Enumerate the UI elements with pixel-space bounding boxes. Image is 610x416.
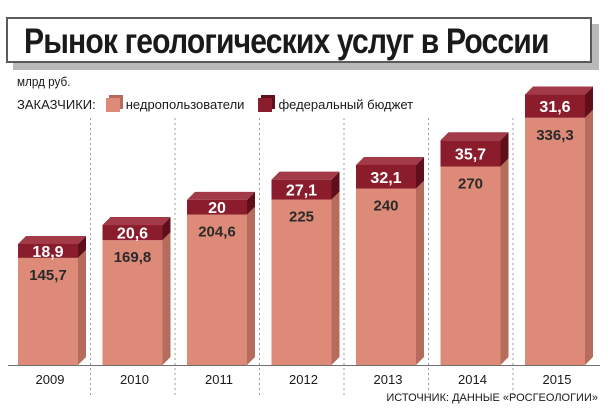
data-label-budget: 31,6 — [539, 99, 570, 116]
chart-title: Рынок геологических услуг в России — [24, 22, 549, 61]
title-bar: Рынок геологических услуг в России — [6, 17, 599, 70]
bar-users-side — [500, 158, 509, 365]
bar-users-side — [585, 109, 593, 366]
bar-users — [102, 240, 163, 365]
bar-budget-side — [247, 191, 255, 215]
x-tick-label: 2010 — [120, 372, 149, 387]
data-label-budget: 18,9 — [32, 244, 63, 261]
bar-budget-side — [78, 235, 86, 258]
data-label-budget: 35,7 — [455, 146, 486, 163]
x-tick-label: 2009 — [36, 372, 65, 387]
bar-budget — [440, 140, 501, 167]
legend-swatch-users — [105, 97, 120, 112]
bar-budget — [271, 179, 332, 200]
x-tick-label: 2013 — [374, 372, 403, 387]
bar-budget — [525, 94, 585, 118]
bar-users — [187, 214, 247, 365]
data-label-users: 240 — [373, 198, 398, 215]
bar-budget — [18, 243, 78, 258]
bar-budget-side — [162, 217, 171, 241]
legend-title: ЗАКАЗЧИКИ: — [17, 97, 96, 112]
data-label-users: 225 — [289, 209, 314, 226]
bar-budget-top — [440, 132, 509, 141]
data-label-budget: 20 — [208, 200, 226, 217]
bar-budget-top — [356, 156, 424, 165]
bar-users-side — [78, 249, 86, 365]
data-label-users: 145,7 — [29, 267, 67, 284]
data-label-users: 169,8 — [114, 249, 152, 266]
legend-item-users: недропользователи — [125, 97, 245, 112]
bar-users-side — [416, 180, 424, 365]
bar-budget-side — [416, 156, 424, 189]
bar-users — [271, 199, 332, 365]
x-tick-label: 2015 — [543, 372, 572, 387]
unit-label: млрд руб. — [17, 74, 71, 89]
source-note: ИСТОЧНИК: ДАННЫЕ «РОСГЕОЛОГИИ» — [386, 392, 598, 404]
bar-budget — [102, 225, 163, 241]
bar-budget-side — [585, 86, 593, 118]
bar-budget-top — [187, 191, 255, 200]
bar-users — [18, 257, 78, 365]
bar-users — [525, 117, 585, 366]
data-label-budget: 20,6 — [117, 226, 148, 243]
x-tick-label: 2012 — [289, 372, 318, 387]
bar-budget-top — [18, 235, 86, 244]
title-box: Рынок геологических услуг в России — [6, 17, 592, 63]
bar-users — [440, 166, 501, 365]
bar-users-side — [331, 191, 340, 365]
x-tick-label: 2014 — [458, 372, 487, 387]
data-label-budget: 32,1 — [370, 170, 401, 187]
data-label-budget: 27,1 — [286, 183, 317, 200]
bar-budget-side — [331, 171, 340, 200]
bar-budget — [356, 164, 416, 189]
bar-budget — [187, 199, 247, 215]
legend-swatch-budget — [258, 97, 273, 112]
bar-users-side — [162, 232, 171, 365]
data-label-users: 336,3 — [536, 127, 574, 144]
bar-budget-top — [271, 171, 340, 180]
x-tick-label: 2011 — [205, 372, 233, 387]
bar-users-side — [247, 206, 255, 365]
legend-item-budget: федеральный бюджет — [278, 97, 414, 112]
data-label-users: 204,6 — [198, 224, 236, 241]
bar-users — [356, 188, 416, 365]
bar-budget-top — [525, 86, 593, 95]
data-label-users: 270 — [458, 176, 483, 193]
legend: ЗАКАЗЧИКИ: недропользователи федеральный… — [17, 97, 427, 112]
bar-budget-side — [500, 132, 509, 167]
bar-budget-top — [102, 217, 171, 226]
